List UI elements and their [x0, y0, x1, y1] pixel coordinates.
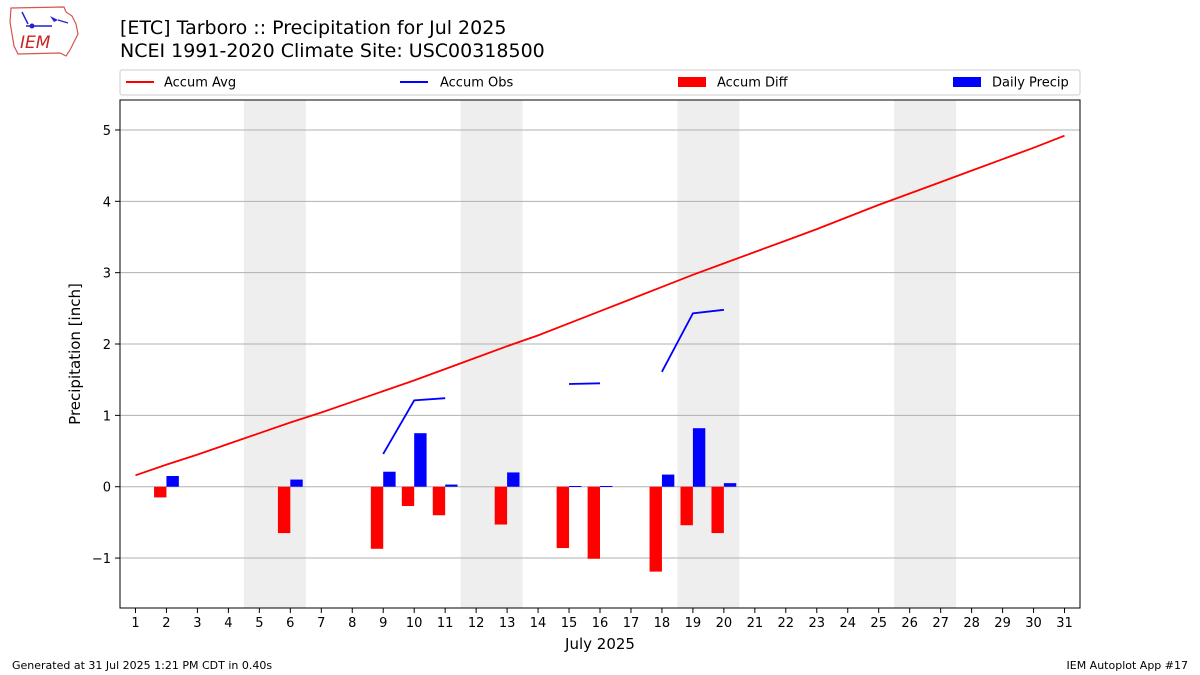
- x-tick-label: 5: [255, 616, 263, 631]
- y-tick-label: 0: [103, 481, 111, 496]
- legend-accum-avg-label: Accum Avg: [164, 76, 236, 91]
- accum-obs-line: [661, 308, 725, 373]
- x-tick-label: 28: [963, 616, 980, 631]
- weekend-shade: [243, 100, 306, 608]
- accum-diff-bar: [277, 486, 291, 534]
- accum-diff-bar: [154, 486, 167, 498]
- weekend-shade: [460, 100, 523, 608]
- x-tick-label: 6: [286, 616, 294, 631]
- daily-precip-bar: [290, 479, 303, 487]
- y-tick-label: 2: [103, 338, 111, 353]
- accum-diff-bar: [370, 486, 384, 549]
- legend-daily-precip-label: Daily Precip: [992, 76, 1069, 91]
- iem-logo: IEM: [8, 4, 80, 62]
- daily-precip-bar: [507, 472, 520, 487]
- y-tick-label: 4: [103, 195, 111, 210]
- daily-precip-bar: [600, 485, 613, 487]
- daily-precip-bar: [569, 485, 582, 487]
- x-tick-label: 15: [561, 616, 578, 631]
- legend-accum-diff-swatch: [678, 77, 706, 87]
- x-tick-label: 1: [131, 616, 139, 631]
- logo-text: IEM: [20, 33, 51, 53]
- accum-diff-bar: [401, 486, 415, 506]
- x-tick-label: 21: [747, 616, 764, 631]
- accum-avg-line: [135, 134, 1065, 477]
- accum-diff-bar: [556, 486, 570, 549]
- x-tick-label: 2: [162, 616, 170, 631]
- x-tick-label: 8: [348, 616, 356, 631]
- accum-diff-bar: [649, 486, 662, 572]
- y-tick-label: 1: [103, 409, 111, 424]
- x-tick-label: 20: [716, 616, 733, 631]
- weekend-shade: [894, 100, 957, 608]
- y-tick-label: −1: [92, 552, 111, 567]
- generated-note: Generated at 31 Jul 2025 1:21 PM CDT in …: [12, 659, 273, 672]
- x-tick-label: 19: [685, 616, 702, 631]
- x-tick-label: 29: [994, 616, 1011, 631]
- daily-precip-bar: [166, 476, 179, 487]
- y-axis-label: Precipitation [inch]: [66, 283, 84, 425]
- x-tick-label: 4: [224, 616, 232, 631]
- x-tick-label: 10: [406, 616, 423, 631]
- accum-diff-bar: [494, 486, 508, 525]
- daily-precip-bar: [414, 433, 427, 487]
- chart-subtitle: NCEI 1991-2020 Climate Site: USC00318500: [120, 40, 545, 62]
- x-tick-label: 14: [530, 616, 547, 631]
- chart-title: [ETC] Tarboro :: Precipitation for Jul 2…: [120, 17, 507, 39]
- accum-diff-bar: [711, 486, 724, 534]
- x-tick-label: 17: [623, 616, 640, 631]
- daily-precip-bar: [723, 483, 737, 487]
- daily-precip-bar: [661, 474, 675, 487]
- y-tick-label: 3: [103, 267, 111, 282]
- x-tick-label: 31: [1056, 616, 1073, 631]
- accum-diff-bar: [587, 486, 600, 559]
- daily-precip-bar: [692, 428, 706, 487]
- legend-accum-obs-label: Accum Obs: [440, 76, 513, 91]
- legend-daily-precip-swatch: [953, 77, 981, 87]
- x-tick-label: 26: [901, 616, 918, 631]
- accum-obs-line: [382, 397, 446, 455]
- daily-precip-bar: [445, 484, 458, 487]
- plot-area: 1 2 3 4 5 6 7 8 9 10 11 12 13 14 15 16 17 18 19 20 21 22 23 24 2…: [92, 99, 1081, 631]
- x-tick-label: 18: [654, 616, 671, 631]
- x-tick-label: 16: [592, 616, 609, 631]
- x-tick-label: 7: [317, 616, 325, 631]
- daily-precip-bar: [383, 471, 396, 487]
- accum-obs-line: [568, 382, 601, 385]
- x-tick-label: 30: [1025, 616, 1042, 631]
- legend-accum-diff-label: Accum Diff: [717, 76, 789, 91]
- x-tick-label: 27: [932, 616, 949, 631]
- x-tick-label: 24: [839, 616, 856, 631]
- x-axis-label: July 2025: [564, 635, 635, 653]
- x-tick-label: 12: [468, 616, 485, 631]
- x-tick-label: 23: [809, 616, 826, 631]
- x-tick-label: 9: [379, 616, 387, 631]
- legend: Accum Avg Accum Obs Accum Diff Daily Pre…: [119, 69, 1081, 96]
- accum-diff-bar: [680, 486, 693, 526]
- weekend-shade: [677, 100, 740, 608]
- x-tick-label: 22: [778, 616, 795, 631]
- x-tick-label: 13: [499, 616, 516, 631]
- y-tick-label: 5: [103, 124, 111, 139]
- x-tick-label: 11: [437, 616, 454, 631]
- x-tick-label: 25: [870, 616, 887, 631]
- app-note: IEM Autoplot App #17: [1066, 659, 1189, 672]
- accum-diff-bar: [432, 486, 446, 516]
- x-tick-label: 3: [193, 616, 201, 631]
